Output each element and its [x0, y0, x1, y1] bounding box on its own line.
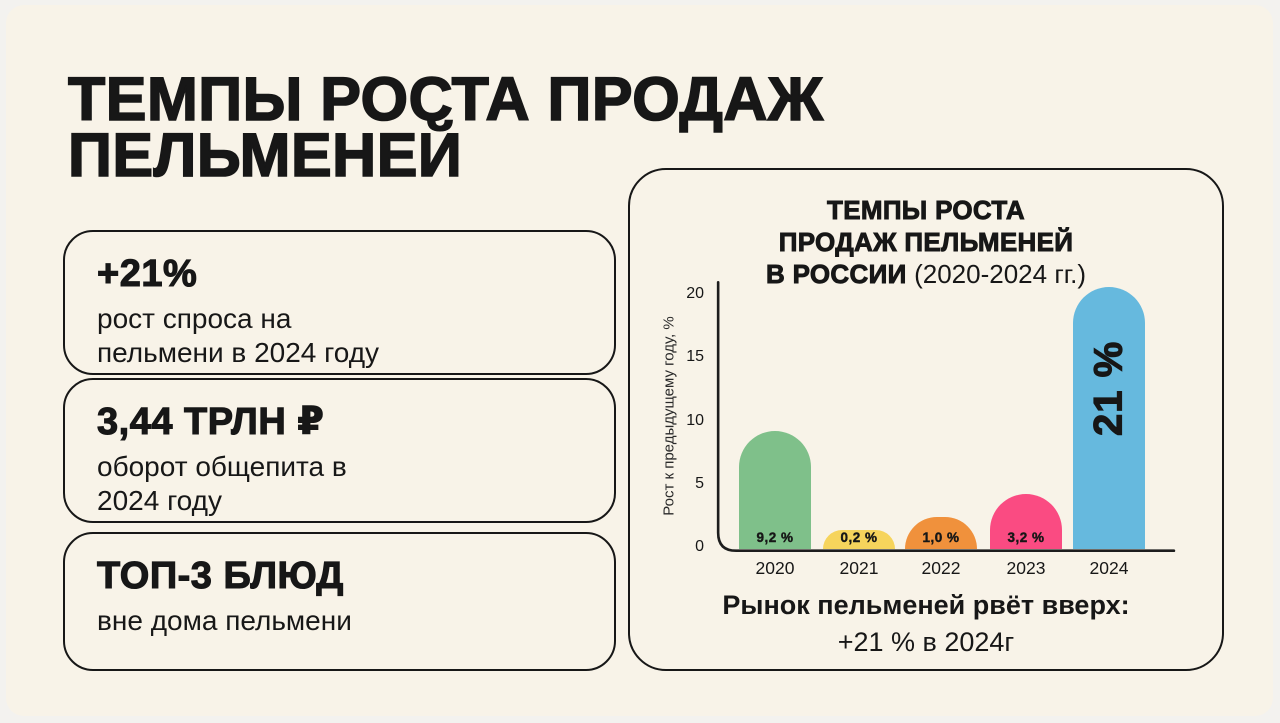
stat-card-top3-dishes: ТОП-3 БЛЮД вне дома пельмени: [63, 532, 616, 671]
x-tick-label-2022: 2022: [921, 558, 961, 578]
stat-description: вне дома пельмени: [97, 605, 352, 636]
chart-title: ТЕМПЫ РОСТА ПРОДАЖ ПЕЛЬМЕНЕЙ В РОССИИ (202…: [630, 194, 1222, 290]
y-tick-15: 15: [686, 348, 704, 366]
bar-2022: 1,0 %: [905, 517, 977, 549]
x-tick-label-2020: 2020: [755, 558, 795, 578]
bar-2021: 0,2 %: [823, 530, 895, 549]
chart-axes: [716, 280, 1176, 553]
slide-canvas: ТЕМПЫ РОСТА ПРОДАЖ ПЕЛЬМЕНЕЙ +21% рост сп…: [6, 5, 1273, 716]
bar-chart: Рост к предыдущему году, % 0 5 10 15 20 9,2 %…: [630, 170, 1222, 669]
page-title-line1: ТЕМПЫ РОСТА ПРОДАЖ: [67, 65, 824, 133]
stat-description: оборот общепита в 2024 году: [97, 451, 347, 516]
bar-2024: 21 %: [1073, 287, 1145, 549]
y-tick-0: 0: [695, 538, 704, 555]
stat-description: рост спроса на пельмени в 2024 году: [97, 303, 380, 368]
chart-caption: Рынок пельменей рвёт вверх: +21 % в 2024…: [630, 588, 1222, 659]
stat-card-demand-growth: +21% рост спроса на пельмени в 2024 году: [63, 230, 616, 375]
chart-title-line1: ТЕМПЫ РОСТА: [827, 195, 1026, 226]
y-tick-20: 20: [686, 285, 704, 302]
stat-value: +21%: [96, 252, 198, 295]
chart-panel: ТЕМПЫ РОСТА ПРОДАЖ ПЕЛЬМЕНЕЙ В РОССИИ (202…: [628, 168, 1224, 671]
page-title-line2: ПЕЛЬМЕНЕЙ: [67, 121, 463, 189]
chart-title-line3: В РОССИИ: [766, 259, 907, 290]
x-tick-label-2021: 2021: [839, 558, 879, 578]
bar-2020: 9,2 %: [739, 431, 811, 549]
x-tick-label-2024: 2024: [1089, 558, 1129, 578]
bar-value-label-2022: 1,0 %: [922, 530, 960, 545]
y-tick-10: 10: [686, 411, 704, 429]
y-tick-5: 5: [695, 474, 704, 492]
bar-value-label-2023: 3,2 %: [1007, 530, 1045, 545]
bar-value-label-2024: 21 %: [1086, 340, 1131, 436]
chart-title-period: (2020-2024 гг.): [914, 259, 1086, 289]
chart-caption-value: +21 % в 2024г: [837, 627, 1015, 657]
stat-value: ТОП-3 БЛЮД: [96, 554, 344, 597]
chart-title-line2: ПРОДАЖ ПЕЛЬМЕНЕЙ: [778, 227, 1074, 258]
bar-value-label-2020: 9,2 %: [756, 530, 794, 545]
page-title: ТЕМПЫ РОСТА ПРОДАЖ ПЕЛЬМЕНЕЙ: [67, 68, 824, 187]
bar-value-label-2021: 0,2 %: [840, 530, 878, 545]
bar-2023: 3,2 %: [990, 494, 1062, 549]
stat-value: 3,44 ТРЛН ₽: [96, 400, 325, 443]
chart-caption-headline: Рынок пельменей рвёт вверх:: [722, 590, 1130, 620]
x-tick-label-2023: 2023: [1006, 558, 1046, 578]
stat-card-turnover: 3,44 ТРЛН ₽ оборот общепита в 2024 году: [63, 378, 616, 523]
